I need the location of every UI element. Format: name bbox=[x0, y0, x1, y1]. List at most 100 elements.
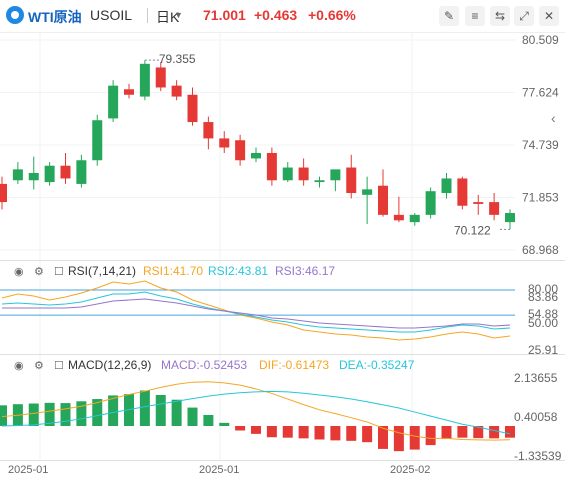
macd-bar bbox=[60, 403, 71, 426]
y-axis-label: 68.968 bbox=[522, 243, 559, 257]
dea-value: DEA:-0.35247 bbox=[339, 358, 415, 372]
dea-line bbox=[1, 390, 511, 435]
settings-icon[interactable]: ⚙ bbox=[34, 360, 44, 372]
candle-body bbox=[28, 172, 39, 181]
macd-bar bbox=[266, 425, 277, 438]
macd-bar bbox=[346, 425, 357, 441]
candle-body bbox=[155, 67, 166, 88]
rsi-series-line bbox=[2, 298, 511, 329]
macd-bar bbox=[203, 414, 214, 426]
layout-icon[interactable]: ⇆ bbox=[490, 6, 510, 26]
x-tick-label: 2025-02 bbox=[390, 464, 431, 476]
candle-body bbox=[44, 165, 55, 183]
macd-axis-label: -1.33539 bbox=[514, 449, 562, 463]
candle-body bbox=[378, 185, 388, 215]
rsi1-value: RSI1:41.70 bbox=[143, 264, 204, 278]
toggle-checkbox-icon[interactable]: ☐ bbox=[54, 360, 64, 372]
macd-bar bbox=[155, 394, 166, 426]
rsi-axis-label: 54.88 bbox=[528, 307, 558, 321]
candle-body bbox=[489, 202, 500, 215]
candle-body bbox=[60, 165, 71, 179]
candle-body bbox=[171, 85, 182, 97]
y-axis-label: 80.509 bbox=[522, 33, 559, 47]
macd-bar bbox=[76, 401, 87, 426]
candle-body bbox=[124, 89, 134, 95]
candle-body bbox=[362, 189, 373, 195]
settings-icon[interactable]: ⚙ bbox=[34, 266, 44, 278]
macd-bar bbox=[425, 425, 436, 446]
candle-body bbox=[441, 178, 452, 194]
period-selector[interactable]: 日K bbox=[156, 9, 180, 25]
rsi-series-line bbox=[1, 291, 511, 333]
candle-body bbox=[473, 202, 484, 204]
macd-bar bbox=[108, 395, 119, 426]
candle-body bbox=[0, 183, 7, 203]
candle-body bbox=[12, 169, 23, 181]
macd-bar bbox=[393, 425, 404, 452]
instrument-title[interactable]: WTI原油 bbox=[28, 9, 82, 25]
candle-body bbox=[457, 178, 468, 206]
toggle-checkbox-icon[interactable]: ☐ bbox=[54, 266, 64, 278]
header-divider bbox=[147, 8, 148, 23]
rsi-title: RSI(7,14,21) bbox=[68, 264, 137, 278]
candle-body bbox=[235, 140, 246, 161]
macd-bar bbox=[362, 425, 373, 443]
candle-body bbox=[346, 167, 357, 194]
candle-body bbox=[187, 94, 198, 123]
macd-bar bbox=[235, 425, 246, 431]
candle-body bbox=[251, 152, 261, 159]
price-change-pct: +0.66% bbox=[308, 7, 356, 23]
macd-bar bbox=[378, 425, 388, 449]
macd-bar bbox=[457, 425, 468, 438]
candle-body bbox=[425, 191, 436, 215]
dif-value: DIF:-0.61473 bbox=[259, 358, 330, 372]
candle-body bbox=[282, 167, 293, 181]
logo-icon bbox=[6, 6, 24, 24]
macd-bar bbox=[330, 425, 341, 441]
y-axis-label: 71.853 bbox=[522, 191, 559, 205]
macd-axis-label: 2.13655 bbox=[514, 371, 558, 385]
draw-icon[interactable]: ✎ bbox=[439, 6, 459, 26]
macd-bar bbox=[505, 425, 515, 438]
macd-bar bbox=[251, 425, 261, 434]
high-price-label: 79.355 bbox=[159, 52, 196, 66]
candle-body bbox=[266, 152, 277, 181]
candle-body bbox=[108, 85, 119, 119]
x-tick-label: 2025-01 bbox=[8, 464, 49, 476]
macd-bar bbox=[187, 407, 198, 426]
macd-bar bbox=[171, 399, 182, 426]
chevron-left-icon[interactable]: ‹ bbox=[551, 110, 556, 126]
candle-body bbox=[393, 214, 404, 221]
dif-line bbox=[1, 381, 511, 441]
candle-body bbox=[139, 63, 150, 97]
low-price-label: 70.122 bbox=[454, 223, 491, 237]
candle-body bbox=[92, 120, 103, 161]
xaxis-separator bbox=[0, 460, 565, 461]
price-change: +0.463 bbox=[254, 7, 298, 23]
candle-body bbox=[330, 169, 341, 181]
rsi-axis-label: 80.00 bbox=[528, 282, 558, 296]
close-icon[interactable]: ✕ bbox=[539, 6, 559, 26]
y-axis-label: 74.739 bbox=[522, 138, 559, 152]
eye-icon[interactable]: ◉ bbox=[14, 266, 24, 278]
macd-bar bbox=[473, 425, 484, 439]
chevron-down-icon[interactable]: ▼ bbox=[174, 10, 183, 20]
pane-separator bbox=[0, 354, 565, 355]
macd-bar bbox=[0, 405, 7, 426]
rsi-series-line bbox=[1, 280, 511, 341]
macd-bar bbox=[282, 425, 293, 438]
macd-value: MACD:-0.52453 bbox=[161, 358, 248, 372]
eye-icon[interactable]: ◉ bbox=[14, 360, 24, 372]
instrument-symbol: USOIL bbox=[90, 7, 133, 23]
macd-bar bbox=[44, 402, 55, 426]
candle-body bbox=[219, 138, 230, 148]
candle-body bbox=[505, 213, 515, 223]
indicator-icon[interactable]: ≡ bbox=[465, 6, 485, 26]
last-price: 71.001 bbox=[203, 7, 246, 23]
expand-icon[interactable]: ⤢ bbox=[514, 6, 534, 26]
macd-bar bbox=[298, 425, 309, 439]
macd-bar bbox=[28, 403, 39, 426]
candle-body bbox=[314, 180, 325, 183]
x-tick-label: 2025-01 bbox=[199, 464, 240, 476]
